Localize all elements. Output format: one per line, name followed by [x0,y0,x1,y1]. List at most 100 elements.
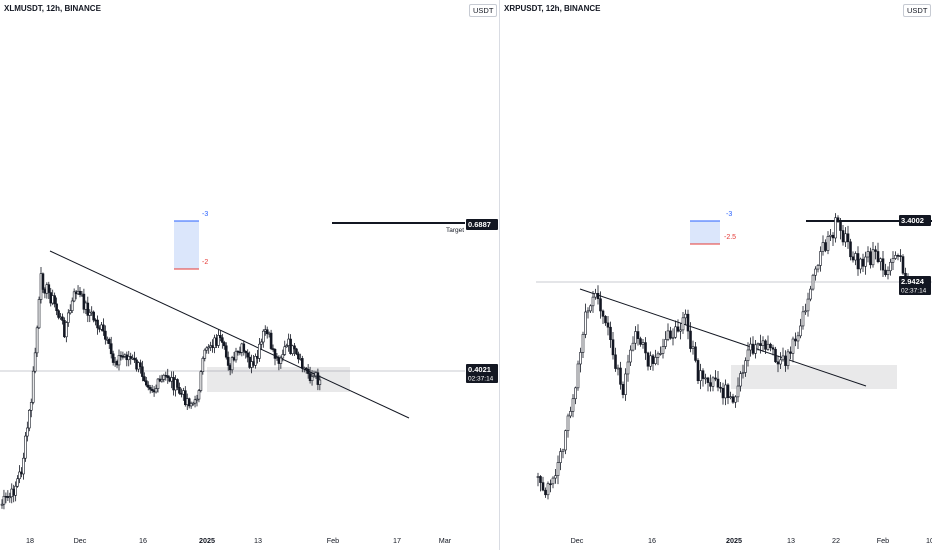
left-candle-body [197,390,201,400]
right-candle-body [716,378,720,388]
right-candle-body [539,476,542,483]
right-candle-body [641,342,645,345]
left-currency-unit[interactable]: USDT [469,4,498,17]
left-candle-body [178,387,181,394]
right-candle-body [696,360,700,382]
left-candle-body [53,295,56,305]
left-candle-body [67,312,70,323]
right-candle-body [646,352,650,367]
left-candle-body [111,353,115,363]
right-symbol-title[interactable]: XRPUSDT, 12h, BINANCE [504,4,601,13]
right-candle-body [766,343,770,350]
right-candle-body [894,255,897,259]
left-candle-body [92,311,95,321]
left-candle-body [230,357,234,371]
left-candle-body [281,354,285,359]
right-candle-body [851,256,855,261]
right-ratio-box [690,221,720,244]
left-candle-body [150,389,154,391]
right-candle-body [761,340,765,346]
left-candle-body [37,299,41,329]
right-trendline [579,288,867,387]
right-chart-pane[interactable]: -3-2.5 4.80004.60004.40004.20004.00003.8… [500,0,932,550]
left-candle-body [312,375,316,378]
right-candle-body [559,451,562,463]
left-candle-body [176,379,179,388]
right-candle-body [759,343,762,346]
left-candle-body [65,322,68,338]
left-candle-body [102,324,105,332]
right-candle-body [756,343,760,346]
right-chart-canvas[interactable]: -3-2.5 4.80004.60004.40004.20004.00003.8… [500,0,932,550]
left-candle-body [24,435,27,459]
right-candle-body [774,348,777,363]
right-candle-body [864,256,867,267]
right-time-tick: Feb [877,536,889,545]
left-candle-body [217,335,220,346]
right-candle-body [551,477,555,485]
right-candle-body [889,261,892,272]
right-candle-body [901,256,905,274]
left-candle-body [139,362,142,368]
right-candle-body [746,349,750,362]
right-candle-body [799,325,802,337]
right-candle-body [596,292,600,300]
left-candle-body [193,399,197,404]
left-candle-body [68,310,72,314]
right-currency-unit[interactable]: USDT [903,4,932,17]
left-candle-body [219,335,222,338]
left-candle-body [269,332,273,349]
right-candle-body [824,242,827,251]
left-candle-body [184,390,187,406]
right-candle-body [704,377,707,380]
left-candle-body [293,345,296,350]
right-candle-body [656,353,660,358]
right-candle-body [776,361,780,365]
left-symbol-title[interactable]: XLMUSDT, 12h, BINANCE [4,4,101,13]
left-candle-body [16,478,19,487]
right-candle-body [721,387,725,399]
right-candle-body [591,296,595,307]
left-chart-pane[interactable]: Target -3-2 1.05001.00000.95000.90000.85… [0,0,500,550]
right-candle-body [866,251,870,258]
right-candle-body [684,313,687,319]
right-candle-body [744,360,747,373]
left-candle-body [221,337,224,343]
right-candle-body [606,322,610,328]
right-candle-body [546,483,550,496]
right-candle-body [896,255,900,257]
right-candle-body [586,310,590,313]
left-candle-body [57,310,60,318]
left-candle-body [27,409,31,429]
right-candle-body [879,258,882,263]
right-candle-body [679,329,682,332]
right-candle-body [806,298,810,312]
right-candle-body [689,330,692,349]
left-candles [0,266,322,510]
right-candle-body [881,258,885,271]
right-candle-body [601,310,605,317]
right-candle-body [781,355,785,361]
right-time-tick: Dec [571,536,584,545]
right-candle-body [666,330,670,340]
right-candle-body [841,230,845,243]
left-candle-body [33,352,37,372]
right-candle-body [794,338,797,342]
left-chart-canvas[interactable]: Target -3-2 1.05001.00000.95000.90000.85… [0,0,492,550]
right-candle-body [604,316,607,324]
right-candle-body [791,338,795,354]
right-candle-body [561,449,565,452]
left-time-tick: Dec [74,536,87,545]
left-candle-body [246,352,249,358]
left-candle-body [306,368,310,374]
right-candle-body [599,298,602,312]
right-candle-body [741,372,745,374]
right-candle-body [719,386,722,389]
left-candle-body [18,471,21,480]
right-candle-body [731,396,735,403]
right-candle-body [699,370,702,382]
right-candle-body [556,462,560,476]
left-candle-body [129,356,132,359]
right-candle-body [831,234,835,239]
left-time-tick: 17 [393,536,401,545]
